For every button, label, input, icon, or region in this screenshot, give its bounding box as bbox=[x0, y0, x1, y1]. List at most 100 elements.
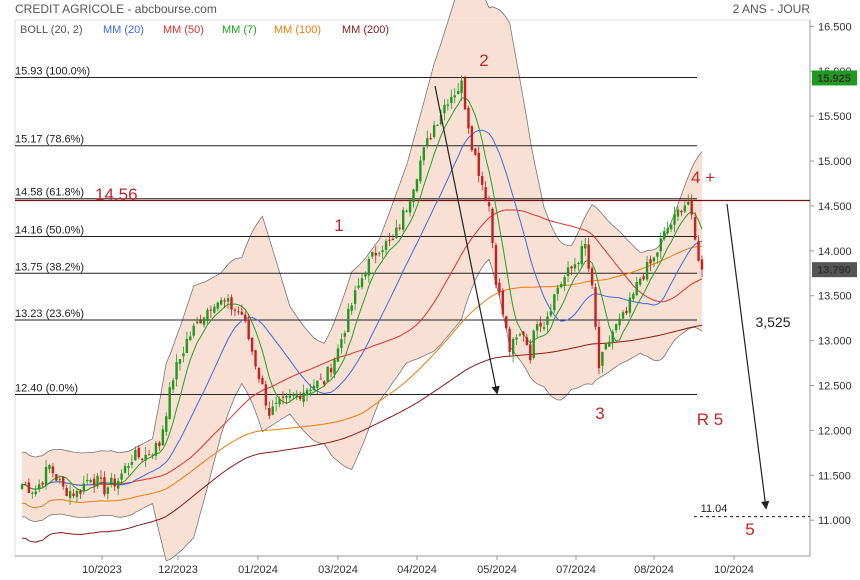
candle-body bbox=[604, 344, 608, 350]
candle-body bbox=[79, 490, 82, 494]
candle-body bbox=[700, 259, 704, 270]
candle-body bbox=[446, 104, 450, 106]
candle-body bbox=[123, 466, 127, 473]
candle-body bbox=[206, 309, 209, 321]
candle-body bbox=[529, 344, 532, 361]
candle-body bbox=[436, 124, 439, 126]
chart-period: 2 ANS - JOUR bbox=[733, 2, 811, 16]
candle-body bbox=[130, 462, 134, 465]
candle-body bbox=[34, 491, 37, 495]
candle-body bbox=[608, 341, 611, 347]
candle-body bbox=[398, 227, 401, 229]
candle-body bbox=[487, 202, 491, 207]
candle-body bbox=[553, 294, 556, 311]
candle-body bbox=[96, 475, 99, 487]
candle-body bbox=[432, 125, 436, 137]
candle-body bbox=[395, 227, 398, 238]
candle-body bbox=[305, 389, 309, 394]
candle-body bbox=[158, 442, 161, 447]
candle-body bbox=[58, 479, 61, 481]
candle-body bbox=[75, 490, 79, 497]
candle-body bbox=[635, 282, 638, 296]
candle-body bbox=[110, 477, 113, 485]
candle-body bbox=[494, 245, 498, 285]
candle-body bbox=[333, 359, 336, 375]
candle-body bbox=[199, 320, 202, 324]
fib-level-label: 13.75 (38.2%) bbox=[15, 261, 84, 273]
candle-body bbox=[412, 189, 415, 203]
candle-body bbox=[264, 384, 268, 406]
candle-body bbox=[223, 300, 226, 302]
candle-body bbox=[683, 205, 687, 212]
candle-body bbox=[353, 290, 357, 304]
candle-body bbox=[103, 477, 106, 495]
candle-body bbox=[268, 408, 271, 416]
candle-body bbox=[347, 308, 350, 333]
candle-body bbox=[405, 210, 408, 212]
candle-body bbox=[41, 482, 44, 485]
candle-body bbox=[24, 484, 27, 486]
candle-body bbox=[99, 477, 103, 479]
last-price-badge: 13.790 bbox=[812, 262, 857, 278]
candle-body bbox=[281, 396, 285, 398]
candle-body bbox=[618, 318, 621, 326]
candle-body bbox=[271, 406, 274, 415]
y-tick-label: 15.000 bbox=[818, 156, 852, 168]
candle-body bbox=[463, 77, 467, 110]
candle-body bbox=[240, 311, 243, 315]
candle-body bbox=[625, 310, 628, 314]
candlesticks bbox=[20, 75, 704, 505]
candle-body bbox=[371, 251, 374, 257]
candle-body bbox=[326, 366, 329, 382]
candle-body bbox=[137, 447, 140, 458]
candle-body bbox=[663, 231, 666, 240]
candle-body bbox=[298, 395, 302, 400]
candle-body bbox=[216, 302, 219, 309]
annotation-label: 11.04 bbox=[701, 503, 728, 515]
candle-body bbox=[285, 396, 288, 398]
candle-body bbox=[559, 284, 563, 288]
candle-body bbox=[340, 339, 343, 349]
y-tick-label: 12.000 bbox=[818, 425, 852, 437]
candle-body bbox=[127, 466, 130, 469]
candle-body bbox=[343, 333, 347, 337]
candle-body bbox=[391, 239, 395, 241]
candle-body bbox=[666, 228, 669, 234]
candle-body bbox=[106, 487, 110, 494]
legend: BOLL (20, 2) MM (20) MM (50) MM (7) MM (… bbox=[20, 24, 389, 36]
candle-body bbox=[171, 380, 175, 390]
y-tick-label: 14.000 bbox=[818, 246, 852, 258]
candle-body bbox=[278, 398, 281, 405]
candle-body bbox=[556, 287, 559, 294]
candle-body bbox=[594, 287, 597, 327]
high-badge-value: 15.925 bbox=[817, 73, 851, 85]
legend-item-boll: BOLL (20, 2) bbox=[20, 24, 83, 36]
x-tick-label: 10/2024 bbox=[714, 564, 754, 576]
candle-body bbox=[86, 479, 89, 482]
candle-body bbox=[134, 449, 137, 461]
candle-body bbox=[336, 348, 340, 362]
legend-item-mm200: MM (200) bbox=[342, 24, 389, 36]
candle-body bbox=[195, 321, 199, 324]
candle-body bbox=[175, 362, 178, 380]
candle-body bbox=[580, 246, 583, 265]
candle-body bbox=[573, 264, 577, 269]
high-badge-bg bbox=[812, 70, 857, 86]
candle-body bbox=[48, 465, 51, 470]
candle-body bbox=[450, 96, 453, 104]
wave-annotations: 14.56 1 2 3 4 + R 5 5 3,525 11.04 bbox=[95, 51, 791, 539]
candle-body bbox=[292, 394, 295, 396]
candle-body bbox=[274, 402, 278, 404]
candle-body bbox=[467, 107, 470, 129]
annotation-label: 14.56 bbox=[95, 185, 138, 204]
x-axis-ticks: 10/2023 12/2023 01/2024 03/2024 04/2024 05/20… bbox=[82, 556, 754, 576]
candle-body bbox=[357, 285, 360, 288]
candle-body bbox=[213, 306, 216, 313]
last-badge-bg bbox=[812, 262, 857, 278]
candle-body bbox=[141, 458, 144, 460]
candle-body bbox=[415, 179, 419, 192]
candle-body bbox=[549, 311, 553, 316]
drawing-lines bbox=[434, 85, 770, 510]
candle-body bbox=[68, 491, 72, 499]
